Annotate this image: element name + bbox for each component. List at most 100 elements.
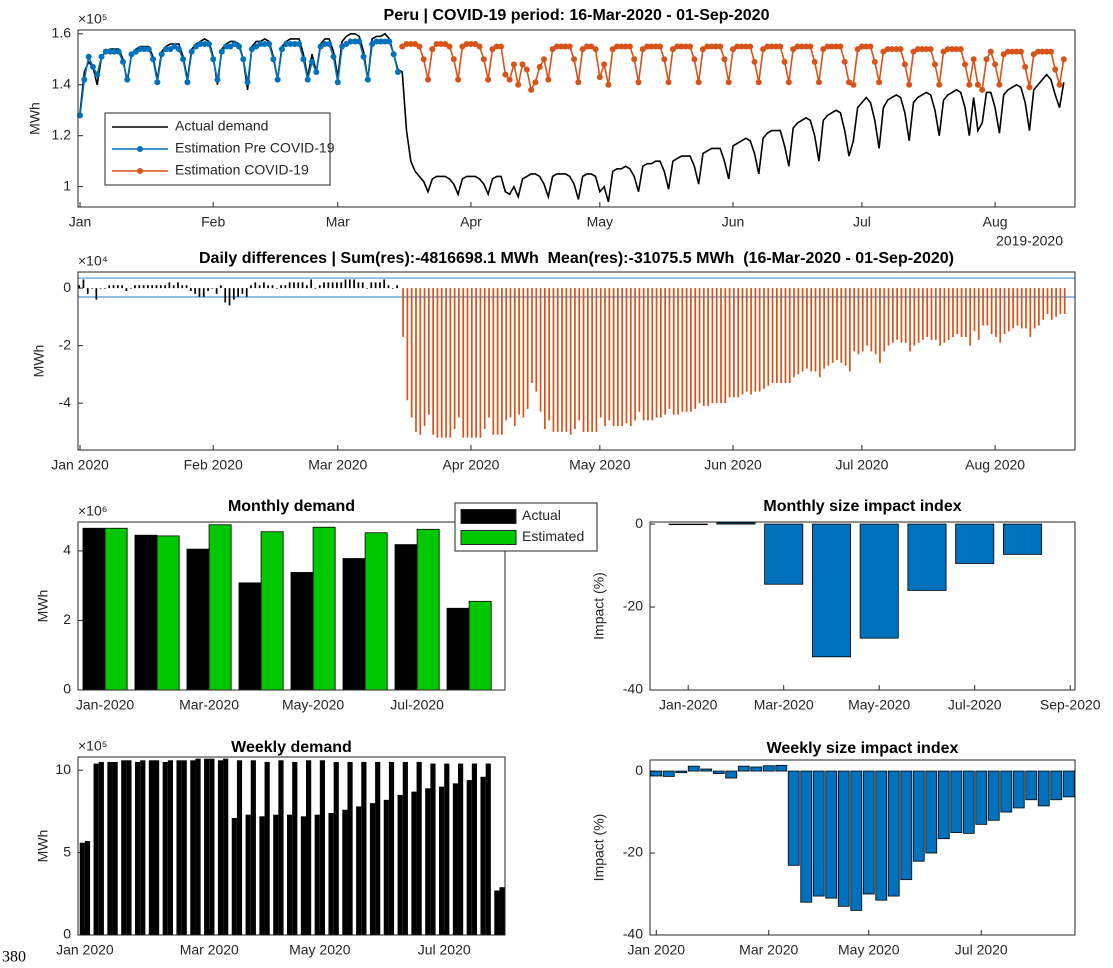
bar xyxy=(383,799,389,935)
series-marker xyxy=(867,43,874,50)
series-marker xyxy=(467,41,474,48)
bar xyxy=(238,582,262,691)
series-marker xyxy=(180,56,187,63)
bar xyxy=(223,758,229,935)
bar xyxy=(793,288,795,378)
bar xyxy=(565,288,568,432)
bar xyxy=(578,288,581,421)
y-axis-label: MWh xyxy=(35,590,51,623)
series-marker xyxy=(532,79,539,86)
bar xyxy=(209,758,215,935)
bar xyxy=(297,282,300,289)
bar xyxy=(741,288,744,395)
bar xyxy=(82,527,106,691)
bar xyxy=(1002,523,1042,555)
x-tick-label: May 2020 xyxy=(289,942,351,958)
series-marker xyxy=(906,81,913,88)
series-marker xyxy=(407,41,414,48)
bar xyxy=(108,285,111,289)
bar xyxy=(969,288,972,346)
series-marker xyxy=(901,61,908,68)
bar xyxy=(1037,770,1050,807)
chart-title: Monthly demand xyxy=(228,498,355,515)
bar xyxy=(859,523,899,639)
bar xyxy=(445,288,447,438)
series-marker xyxy=(502,71,509,78)
bar xyxy=(458,763,464,935)
series-marker xyxy=(515,81,522,88)
bar xyxy=(440,288,443,438)
bar xyxy=(650,770,663,777)
bar xyxy=(300,816,307,935)
bar xyxy=(955,523,995,564)
series-marker xyxy=(283,41,290,48)
bar xyxy=(78,285,81,289)
legend-swatch xyxy=(460,530,517,545)
bar xyxy=(181,760,187,935)
bar xyxy=(677,288,679,415)
bar xyxy=(767,288,770,386)
x-tick-label: Jun xyxy=(722,214,745,230)
bar xyxy=(485,763,491,935)
bar xyxy=(305,285,308,289)
y-multiplier: ×10⁴ xyxy=(78,253,108,269)
bar xyxy=(591,288,593,432)
x-tick-label: May 2020 xyxy=(838,942,900,958)
bar xyxy=(651,288,654,421)
bar xyxy=(245,814,251,935)
bar xyxy=(737,765,750,772)
y-tick-label: -20 xyxy=(623,598,643,614)
bar xyxy=(499,887,505,935)
y-tick-label: -40 xyxy=(623,681,643,697)
series-marker xyxy=(261,41,268,48)
bar xyxy=(913,288,916,346)
y-axis-label: MWh xyxy=(35,830,51,863)
series-marker xyxy=(631,56,638,63)
bar xyxy=(702,288,705,407)
series-marker xyxy=(429,46,436,53)
bar xyxy=(82,279,85,289)
series-marker xyxy=(218,48,225,55)
bar xyxy=(659,288,662,418)
bar xyxy=(312,526,336,691)
series-marker xyxy=(626,43,633,50)
bar xyxy=(402,761,408,935)
series-marker xyxy=(605,81,612,88)
bar xyxy=(599,288,602,418)
bar xyxy=(273,814,279,935)
bar xyxy=(142,285,145,289)
series-marker xyxy=(77,112,84,119)
series-marker xyxy=(223,43,230,50)
bar xyxy=(883,288,886,352)
series-marker xyxy=(150,56,157,63)
series-marker xyxy=(858,43,865,50)
bar xyxy=(211,288,214,289)
axes-box xyxy=(649,759,1076,936)
bar xyxy=(428,288,430,415)
bar xyxy=(1062,770,1075,798)
bar xyxy=(112,285,115,289)
series-marker xyxy=(687,43,694,50)
bar xyxy=(797,288,800,375)
bar xyxy=(608,288,611,421)
bar xyxy=(831,288,834,363)
bar xyxy=(827,288,830,366)
bar xyxy=(336,282,338,289)
bar xyxy=(154,760,160,935)
series-marker xyxy=(119,58,126,65)
series-marker xyxy=(742,43,749,50)
x-tick-label: Jul 2020 xyxy=(955,942,1008,958)
bar xyxy=(186,548,210,691)
bar xyxy=(479,288,482,438)
bar xyxy=(314,288,317,289)
y-tick-label: 0 xyxy=(635,762,643,778)
bar xyxy=(837,770,850,907)
series-marker xyxy=(807,43,814,50)
bar xyxy=(724,288,727,404)
bar xyxy=(900,770,913,881)
series-marker xyxy=(661,56,668,63)
bar xyxy=(168,282,171,289)
bar xyxy=(318,285,321,289)
bar xyxy=(314,814,320,935)
